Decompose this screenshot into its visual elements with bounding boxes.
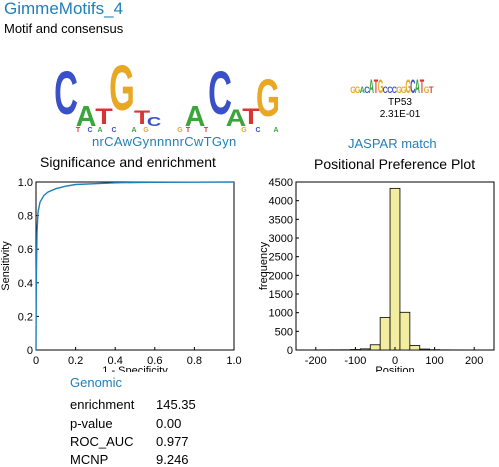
stat-value-roc-auc: 0.977 (156, 434, 189, 449)
motif-logo-letter: C (147, 114, 161, 129)
roc-plot-frame (36, 182, 234, 350)
positional-histogram-bar (370, 345, 380, 350)
motif-logo-letter: C (54, 59, 78, 128)
motif-logo-letter: A (273, 127, 278, 134)
motif-logo-letter: A (131, 127, 136, 134)
jaspar-logo-letter: T (429, 85, 433, 95)
roc-x-tick-label: 0.2 (68, 355, 83, 367)
page-title: GimmeMotifs_4 (4, 0, 123, 19)
motif-logo-letter: G (143, 127, 149, 134)
stat-label-mcnp: MCNP (70, 452, 108, 467)
roc-x-tick-label: 1.0 (226, 355, 241, 367)
jaspar-pvalue: 2.31E-01 (370, 109, 430, 120)
jaspar-motif-name: TP53 (370, 97, 430, 108)
roc-y-tick-label: 0.2 (18, 311, 33, 323)
roc-y-tick-label: 0.6 (18, 244, 33, 256)
motif-logo-letter: G (109, 52, 135, 124)
stat-value-pvalue: 0.00 (156, 416, 181, 431)
roc-y-tick-label: 1.0 (18, 177, 33, 189)
jaspar-match-link[interactable]: JASPAR match (348, 136, 437, 151)
positional-y-axis-label: frequency (258, 241, 270, 290)
positional-y-tick-label: 1500 (269, 289, 293, 301)
roc-y-axis-label: Sensitivity (0, 241, 12, 291)
positional-histogram-bar (390, 188, 400, 350)
positional-x-tick-label: 200 (465, 355, 483, 367)
motif-logo-letter: C (255, 127, 260, 134)
stat-value-enrichment: 145.35 (156, 397, 196, 412)
positional-y-tick-label: 3500 (269, 214, 293, 226)
positional-y-tick-label: 2000 (269, 270, 293, 282)
positional-y-tick-label: 2500 (269, 252, 293, 264)
motif-logo-letter: C (87, 127, 92, 134)
motif-logo-letter: G (177, 127, 183, 134)
positional-y-tick-label: 1000 (269, 308, 293, 320)
positional-chart-title: Positional Preference Plot (314, 156, 475, 172)
positional-y-tick-label: 500 (275, 326, 293, 338)
roc-y-tick-label: 0 (27, 345, 33, 357)
roc-curve (36, 182, 234, 350)
stat-value-mcnp: 9.246 (156, 452, 189, 467)
stat-label-roc-auc: ROC_AUC (70, 434, 134, 449)
positional-y-tick-label: 0 (287, 345, 293, 357)
roc-x-axis-label: 1 - Specificity (102, 365, 168, 372)
roc-y-tick-label: 0.4 (18, 278, 33, 290)
motif-logo-letter: T (76, 127, 81, 134)
stat-label-enrichment: enrichment (70, 397, 134, 412)
motif-logo-letter: T (204, 127, 209, 134)
positional-y-tick-label: 4500 (269, 177, 293, 189)
stat-label-pvalue: p-value (70, 416, 113, 431)
motif-logo-letter: T (186, 127, 191, 134)
positional-histogram-bar (410, 346, 420, 350)
positional-x-tick-label: -100 (344, 355, 366, 367)
positional-y-tick-label: 4000 (269, 196, 293, 208)
motif-logo-letter: G (256, 70, 280, 129)
consensus-sequence: nrCAwGynnnnrCwTGyn (92, 134, 237, 149)
positional-x-tick-label: -200 (305, 355, 327, 367)
positional-histogram-bar (400, 312, 410, 350)
motif-logo-letter: G (241, 127, 247, 134)
motif-logo-letter: A (97, 127, 102, 134)
roc-chart-title: Significance and enrichment (40, 154, 216, 170)
genomic-heading: Genomic (70, 375, 122, 390)
motif-logo-letter: C (111, 127, 116, 134)
roc-x-tick-label: 0.8 (187, 355, 202, 367)
positional-histogram-bar (420, 349, 430, 350)
roc-x-tick-label: 0 (33, 355, 39, 367)
positional-x-tick-label: 100 (425, 355, 443, 367)
motif-heading: Motif and consensus (4, 21, 123, 36)
roc-y-tick-label: 0.8 (18, 211, 33, 223)
positional-x-axis-label: Position (375, 365, 414, 372)
positional-y-tick-label: 3000 (269, 233, 293, 245)
positional-histogram-bar (360, 349, 370, 350)
positional-histogram-bar (380, 318, 390, 350)
